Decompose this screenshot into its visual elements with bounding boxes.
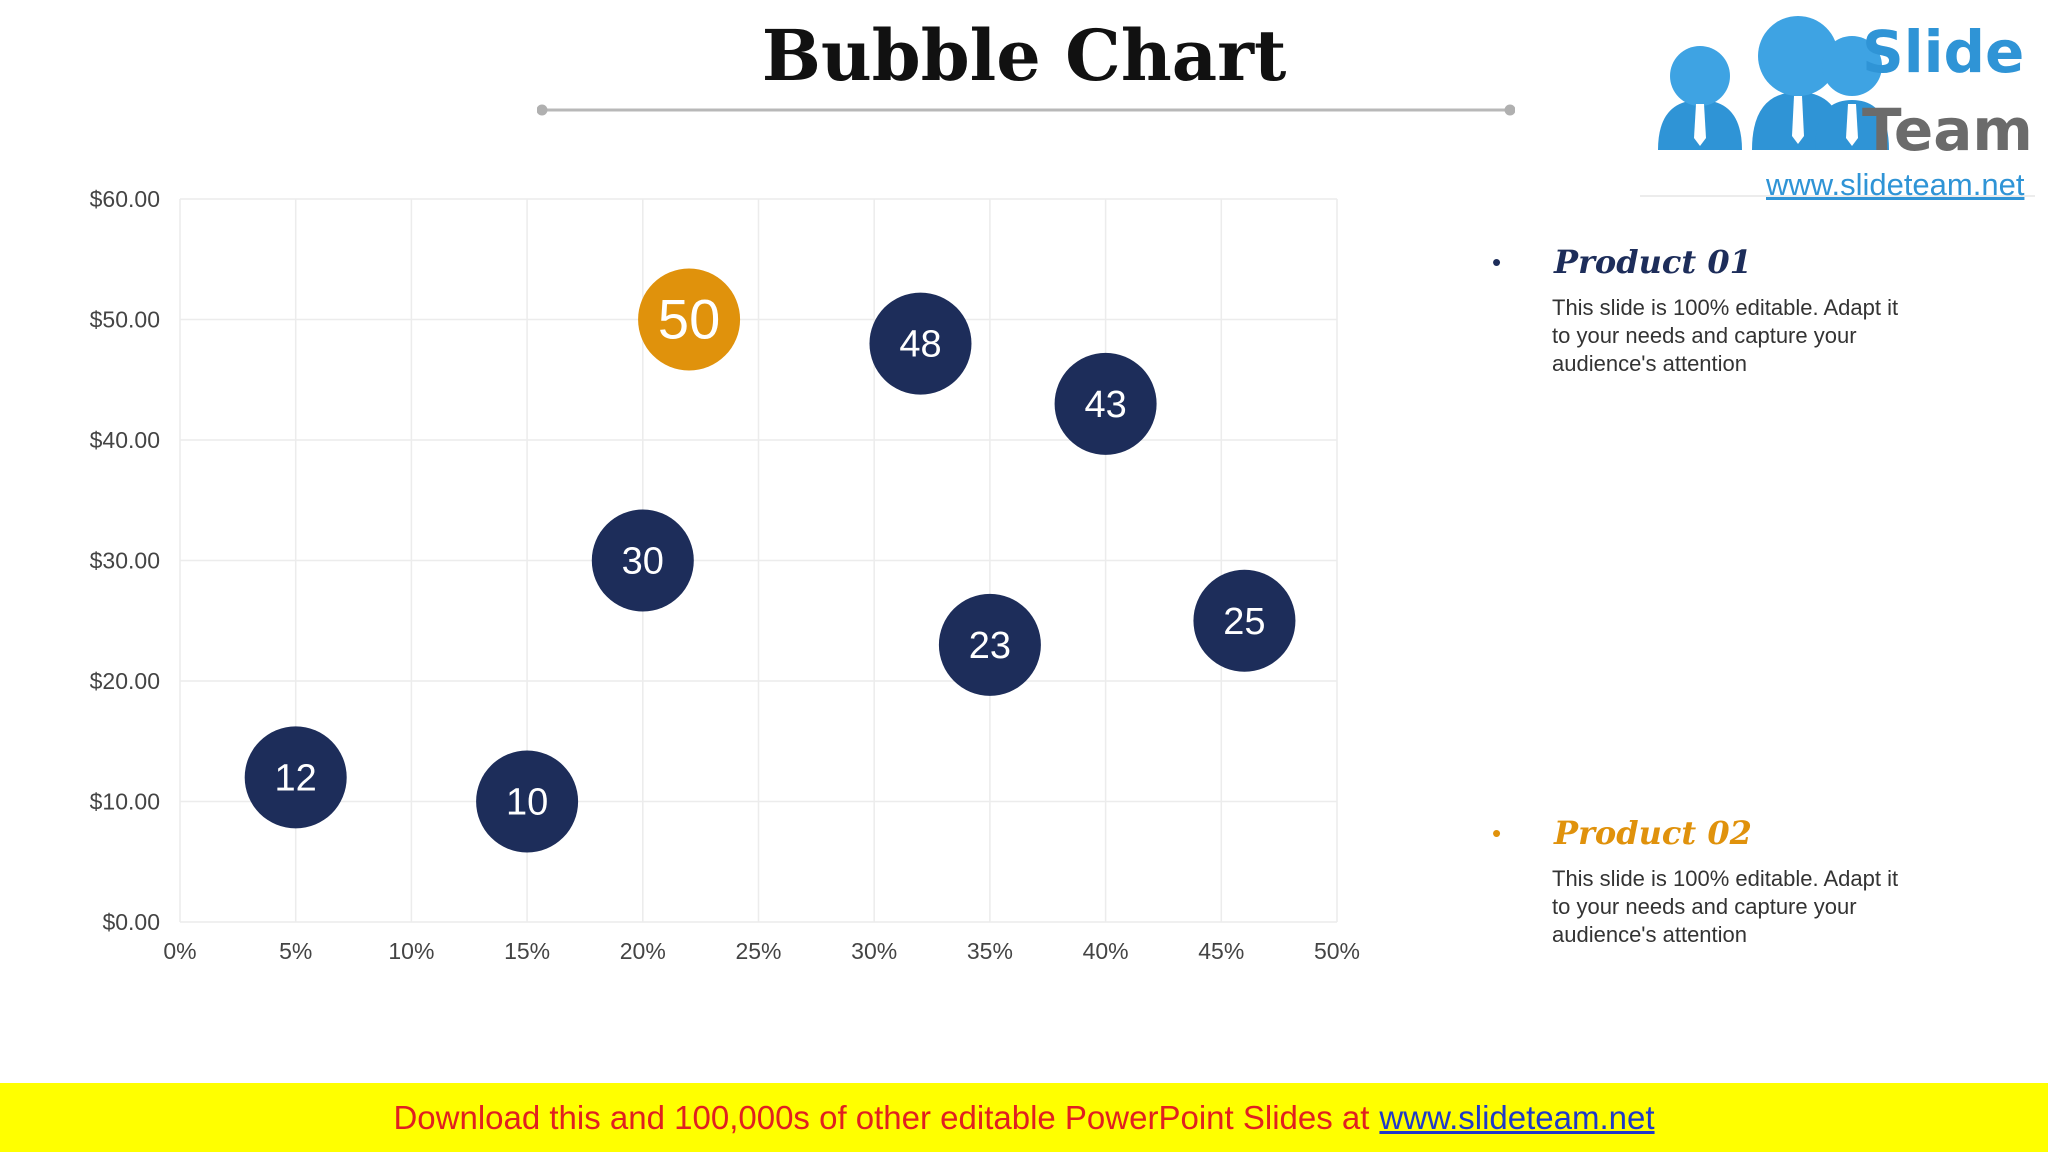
download-banner: Download this and 100,000s of other edit… [0,1083,2048,1152]
logo-word-team: Team [1862,96,2033,164]
bubble-circle [938,593,1041,696]
x-tick-label: 15% [504,938,550,964]
bubble-chart: $0.00 $10.00 $20.00 $30.00 $40.00 $50.00 $60.0… [90,186,1360,964]
chart-grid [179,198,1338,923]
bubble-circle [476,750,579,853]
legend-item-product-02: • Product 02 This slide is 100% editable… [1490,813,1920,949]
bubble-label: 43 [1084,384,1126,426]
x-tick-label: 0% [163,938,196,964]
y-tick-label: $30.00 [90,548,160,574]
bubble-product-02: 50 [638,268,741,371]
y-axis-ticks: $0.00 $10.00 $20.00 $30.00 $40.00 $50.00 $60.0… [90,186,160,935]
people-icon [1658,16,1889,150]
x-tick-label: 10% [388,938,434,964]
bubble-circle [244,726,347,829]
bubble-product-01: 10 [476,750,579,853]
x-tick-label: 25% [735,938,781,964]
x-tick-label: 45% [1198,938,1244,964]
legend-name-product-02: Product 02 [1554,814,1752,852]
legend-description-product-01: This slide is 100% editable. Adapt it to… [1552,295,1899,376]
legend-description-product-02: This slide is 100% editable. Adapt it to… [1552,866,1899,947]
bubble-label: 25 [1223,601,1265,643]
y-tick-label: $50.00 [90,307,160,333]
bubble-circle [591,509,694,612]
bubble-circle [869,292,972,395]
x-tick-label: 5% [279,938,312,964]
bubble-label: 10 [506,782,548,824]
bubble-product-01: 30 [591,509,694,612]
legend-item-product-01: • Product 01 This slide is 100% editable… [1490,242,1920,378]
bubble-circle [638,268,741,371]
x-tick-label: 50% [1314,938,1360,964]
x-tick-label: 30% [851,938,897,964]
y-tick-label: $40.00 [90,427,160,453]
y-tick-label: $60.00 [90,186,160,212]
banner-text: Download this and 100,000s of other edit… [393,1098,1370,1136]
bubble-label: 30 [622,541,664,583]
logo-word-slide: Slide [1862,18,2024,86]
slideteam-logo: Slide Team www.slideteam.net [1640,0,2048,200]
y-tick-label: $0.00 [102,909,160,935]
x-axis-ticks: 0% 5% 10% 15% 20% 25% 30% 35% 40% 45% 50% [163,938,1360,964]
x-tick-label: 35% [967,938,1013,964]
legend-name-product-01: Product 01 [1554,243,1752,281]
logo-url: www.slideteam.net [1765,167,2025,200]
page-title: Bubble Chart [761,14,1287,97]
x-tick-label: 20% [620,938,666,964]
bubble-label: 50 [658,288,720,351]
y-tick-label: $10.00 [90,789,160,815]
bubble-circle [1193,569,1296,672]
legend-bullet-product-01: • [1492,246,1502,277]
banner-link[interactable]: www.slideteam.net [1379,1098,1655,1136]
bubble-label: 48 [899,324,941,366]
bubble-circle [1054,352,1157,455]
bubble-product-01: 23 [938,593,1041,696]
bubble-product-01: 43 [1054,352,1157,455]
bubble-label: 23 [969,625,1011,667]
bubble-product-01: 48 [869,292,972,395]
y-tick-label: $20.00 [90,668,160,694]
x-tick-label: 40% [1083,938,1129,964]
bubble-label: 12 [275,757,317,799]
bubble-product-01: 25 [1193,569,1296,672]
chart-bubbles: 12 10 30 48 23 43 25 50 [244,268,1296,853]
title-divider [537,104,1515,116]
legend-bullet-product-02: • [1492,817,1502,848]
bubble-product-01: 12 [244,726,347,829]
